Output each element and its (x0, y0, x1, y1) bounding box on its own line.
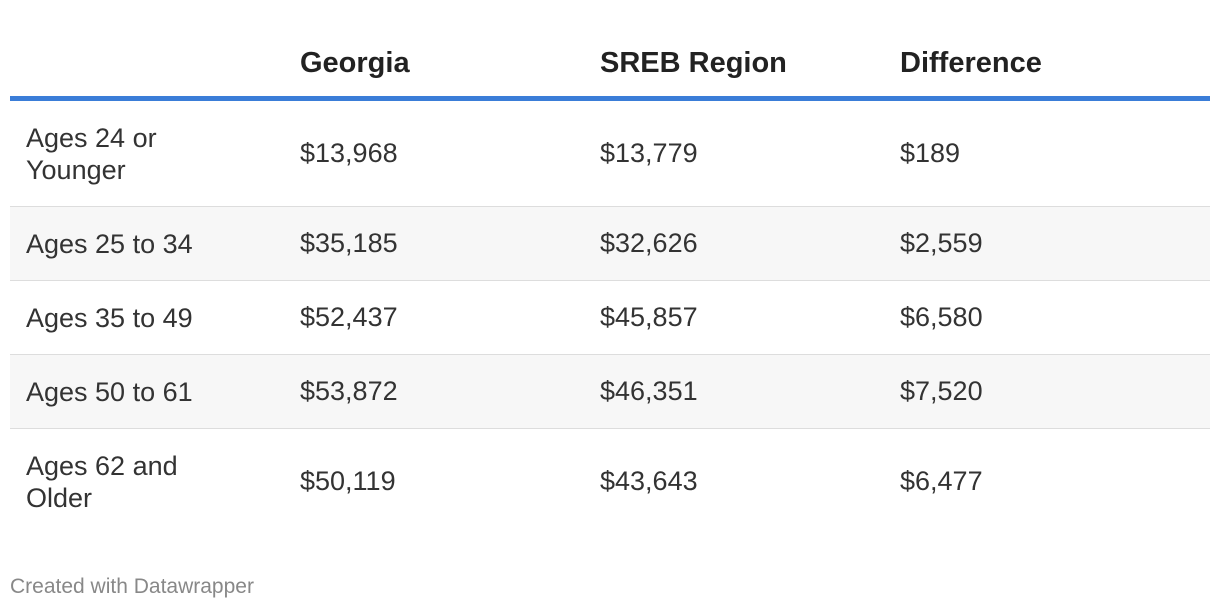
georgia-cell: $50,119 (300, 466, 396, 496)
table-row: Ages 35 to 49 $52,437 $45,857 $6,580 (10, 280, 1210, 355)
georgia-cell: $52,437 (300, 280, 600, 355)
difference-cell: $189 (900, 98, 1210, 207)
difference-cell: $7,520 (900, 354, 1210, 429)
datawrapper-credit[interactable]: Created with Datawrapper (10, 575, 254, 598)
row-label: Ages 35 to 49 (26, 302, 193, 333)
difference-cell: $6,580 (900, 280, 1210, 355)
georgia-cell: $35,185 (300, 206, 600, 281)
header-cell-label (10, 30, 300, 101)
data-table-container: Georgia SREB Region Difference Ages 24 o… (10, 30, 1210, 534)
table-row: Ages 50 to 61 $53,872 $46,351 $7,520 (10, 354, 1210, 429)
difference-cell: $2,559 (900, 206, 1210, 281)
sreb-cell: $13,779 (600, 98, 900, 207)
header-row: Georgia SREB Region Difference (10, 30, 1210, 101)
table-row: Ages 25 to 34 $35,185 $32,626 $2,559 (10, 206, 1210, 281)
row-label-cell: Ages 24 or Younger (10, 98, 300, 207)
header-cell-georgia: Georgia (300, 30, 600, 101)
table-header: Georgia SREB Region Difference (10, 30, 1210, 101)
sreb-cell: $46,351 (600, 354, 900, 429)
sreb-cell: $43,643 (600, 466, 698, 496)
sreb-cell: $45,857 (600, 280, 900, 355)
difference-cell: $6,477 (900, 466, 983, 496)
row-label: Ages 25 to 34 (26, 228, 193, 259)
row-label-cell: Ages 62 and Older (10, 429, 300, 535)
row-label: Ages 62 and Older (26, 450, 178, 513)
georgia-cell: $13,968 (300, 98, 600, 207)
sreb-cell: $32,626 (600, 206, 900, 281)
header-cell-difference: Difference (900, 30, 1210, 101)
table-body: Ages 24 or Younger $13,968 $13,779 $189 … (10, 98, 1210, 535)
row-label: Ages 24 or Younger (26, 122, 157, 185)
row-label-cell: Ages 50 to 61 (10, 354, 300, 429)
table-row: Ages 62 and Older $50,119 $43,643 $6,477 (10, 429, 1210, 535)
row-label: Ages 50 to 61 (26, 376, 193, 407)
data-table: Georgia SREB Region Difference Ages 24 o… (10, 30, 1210, 534)
table-row: Ages 24 or Younger $13,968 $13,779 $189 (10, 98, 1210, 207)
row-label-cell: Ages 25 to 34 (10, 206, 300, 281)
georgia-cell: $53,872 (300, 354, 600, 429)
header-cell-sreb-region: SREB Region (600, 30, 900, 101)
row-label-cell: Ages 35 to 49 (10, 280, 300, 355)
